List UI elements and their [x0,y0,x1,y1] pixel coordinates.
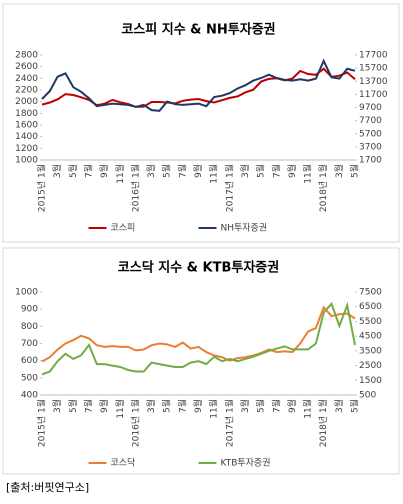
y2-tick-label: 11700 [359,90,388,100]
chart-frame [2,3,400,243]
y2-tick-label: 9700 [359,103,382,113]
y-tick-label: 900 [21,305,38,315]
x-tick-label: 3월 [51,399,63,413]
x-tick-label: 11월 [208,164,220,184]
x-tick-label: 2017년 1월 [223,164,235,212]
x-tick-label: 2016년 1월 [129,399,141,447]
x-tick-label: 7월 [82,399,94,413]
x-tick-label: 11월 [302,164,314,184]
x-tick-label: 5월 [67,164,79,178]
source: [출처:버핏연구소] [6,481,89,494]
y2-tick-label: 500 [359,391,376,401]
y2-tick-label: 3700 [359,142,382,152]
y-tick-label: 400 [21,391,38,401]
series-line [41,305,356,363]
y-tick-label: 1400 [15,132,38,142]
y-tick-label: 2400 [15,74,38,84]
x-tick-label: 3월 [239,399,251,413]
x-tick-label: 9월 [286,164,298,178]
x-tick-label: 2018년 1월 [317,399,329,447]
y2-tick-label: 15700 [359,64,388,74]
y-tick-label: 2200 [15,86,38,96]
chart-frame [2,247,400,475]
x-tick-label: 3월 [333,164,345,178]
x-tick-label: 2015년 1월 [36,164,48,212]
legend-label: 코스닥 [111,458,136,469]
legend-label: KTB투자증권 [221,457,271,469]
x-tick-label: 3월 [51,164,63,178]
x-tick-label: 5월 [349,164,361,178]
chart-title: 코스닥 지수 & KTB투자증권 [118,260,279,276]
x-tick-label: 9월 [98,164,110,178]
x-tick-label: 5월 [255,399,267,413]
legend-label: 코스피 [111,223,136,234]
x-tick-label: 7월 [176,164,188,178]
y-tick-label: 2000 [15,97,38,107]
y-tick-label: 1000 [15,156,38,166]
x-tick-label: 11월 [208,399,220,419]
y-tick-label: 2800 [15,51,38,61]
x-tick-label: 2017년 1월 [223,399,235,447]
x-tick-label: 3월 [333,399,345,413]
x-tick-label: 9월 [98,399,110,413]
y-tick-label: 1800 [15,109,38,119]
x-tick-label: 7월 [82,164,94,178]
x-tick-label: 5월 [161,399,173,413]
y2-tick-label: 13700 [359,77,388,87]
y-tick-label: 800 [21,322,38,332]
y-tick-label: 1200 [15,144,38,154]
y-tick-label: 700 [21,339,38,349]
y-tick-label: 1600 [15,121,38,131]
x-tick-label: 11월 [114,399,126,419]
y2-tick-label: 6500 [359,302,382,312]
y2-tick-label: 7700 [359,116,382,126]
x-tick-label: 2015년 1월 [36,399,48,447]
x-tick-label: 2016년 1월 [129,164,141,212]
x-tick-label: 11월 [114,164,126,184]
x-tick-label: 7월 [270,399,282,413]
y-tick-label: 600 [21,356,38,366]
x-tick-label: 3월 [145,399,157,413]
x-tick-label: 7월 [176,399,188,413]
series-line [41,58,356,112]
x-tick-label: 2018년 1월 [317,164,329,212]
y-tick-label: 1000 [15,288,38,298]
x-tick-label: 7월 [270,164,282,178]
chart-title: 코스피 지수 & NH투자증권 [121,23,275,38]
x-tick-label: 3월 [239,164,251,178]
y-tick-label: 2600 [15,62,38,72]
y2-tick-label: 17700 [359,51,388,61]
x-tick-label: 3월 [145,164,157,178]
y2-tick-label: 1500 [359,376,382,386]
x-tick-label: 5월 [255,164,267,178]
y2-tick-label: 7500 [359,288,382,298]
y-tick-label: 500 [21,373,38,383]
legend-label: NH투자증권 [221,222,268,234]
x-tick-label: 5월 [161,164,173,178]
y2-tick-label: 5700 [359,129,382,139]
y2-tick-label: 1700 [359,156,382,166]
x-tick-label: 11월 [302,399,314,419]
x-tick-label: 9월 [286,399,298,413]
series-line [41,301,356,376]
y2-tick-label: 4500 [359,332,382,342]
x-tick-label: 5월 [349,399,361,413]
y2-tick-label: 3500 [359,346,382,356]
x-tick-label: 5월 [67,399,79,413]
x-tick-label: 9월 [192,164,204,178]
y2-tick-label: 2500 [359,361,382,371]
y2-tick-label: 5500 [359,317,382,327]
x-tick-label: 9월 [192,399,204,413]
